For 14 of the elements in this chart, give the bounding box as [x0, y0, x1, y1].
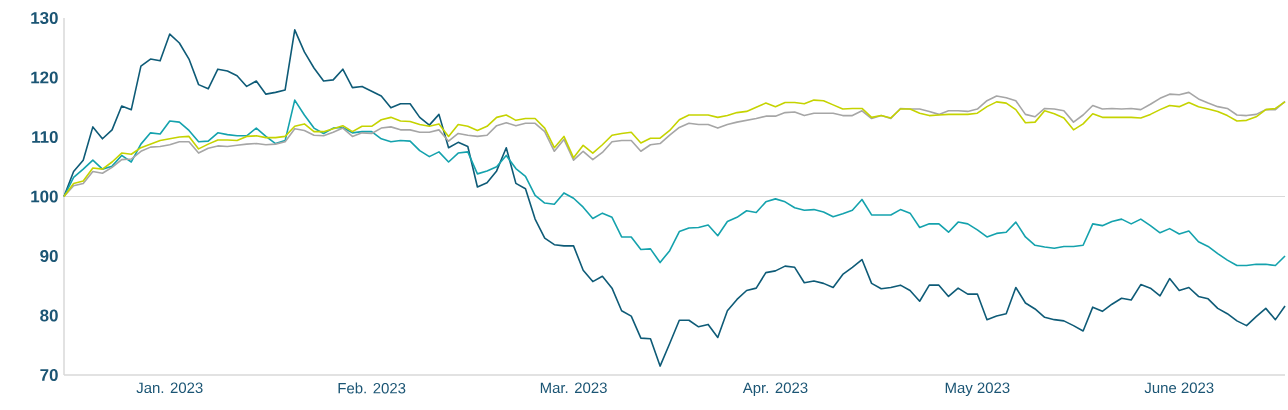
y-tick-label: 110 — [32, 131, 58, 143]
x-tick-label: Jan. 2023 — [136, 382, 203, 394]
y-tick-label: 100 — [31, 190, 58, 203]
y-tick-label: 80 — [40, 309, 58, 322]
x-tick-label: June 2023 — [1144, 382, 1214, 394]
y-tick-label: 130 — [31, 11, 58, 24]
x-tick-label: Mar. 2023 — [540, 382, 607, 394]
line-series — [63, 29, 1286, 367]
x-tick-label: Feb. 2023 — [338, 382, 406, 394]
x-tick-label: May 2023 — [945, 382, 1010, 397]
x-tick-label: Apr. 2023 — [742, 382, 808, 397]
y-tick-label: 120 — [31, 71, 58, 84]
y-tick-label: 70 — [40, 369, 58, 381]
y-tick-label: 90 — [40, 250, 58, 262]
